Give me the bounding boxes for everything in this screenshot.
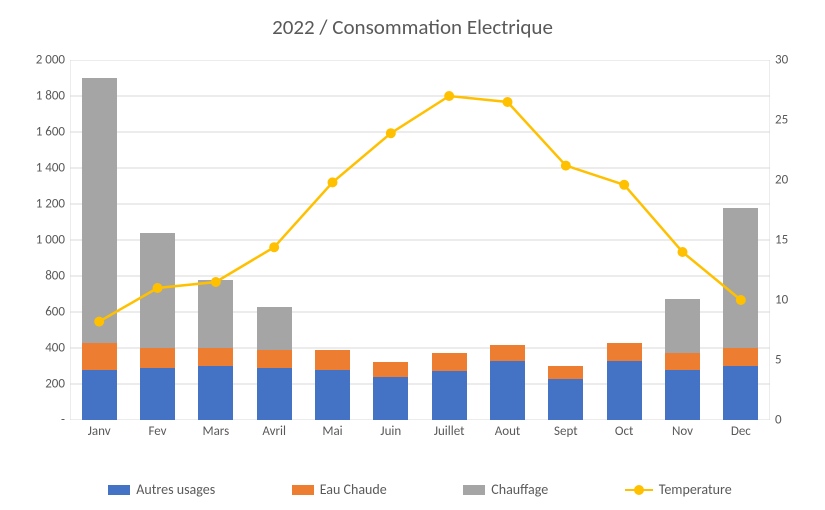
y-left-tick: 1 000 (5, 233, 65, 248)
line-marker (503, 97, 513, 107)
y-left-tick: 1 200 (5, 197, 65, 212)
x-tick: Juin (380, 424, 401, 439)
chart-title: 2022 / Consommation Electrique (0, 0, 825, 46)
line-marker (736, 295, 746, 305)
x-tick: Mai (322, 424, 342, 439)
legend: Autres usages Eau Chaude Chauffage Temperat… (70, 481, 770, 498)
temperature-markers (94, 91, 746, 327)
y-right-tick: 15 (775, 233, 815, 248)
line-marker (153, 283, 163, 293)
legend-label: Temperature (659, 481, 732, 498)
y-left-tick: 400 (5, 341, 65, 356)
y-left-tick: 2 000 (5, 53, 65, 68)
legend-swatch (292, 485, 314, 495)
y-right-tick: 0 (775, 413, 815, 428)
y-left-tick: 200 (5, 377, 65, 392)
legend-label: Autres usages (136, 481, 215, 498)
line-marker (94, 317, 104, 327)
legend-item: Chauffage (463, 481, 548, 498)
line-marker (211, 277, 221, 287)
legend-item: Temperature (625, 481, 732, 498)
legend-label: Eau Chaude (320, 481, 387, 498)
line-marker (269, 242, 279, 252)
y-right-tick: 10 (775, 293, 815, 308)
y-left-tick: 800 (5, 269, 65, 284)
y-right-tick: 5 (775, 353, 815, 368)
x-tick: Sept (554, 424, 578, 439)
line-marker (328, 177, 338, 187)
legend-label: Chauffage (491, 481, 548, 498)
legend-line-swatch (625, 483, 653, 497)
legend-swatch (108, 485, 130, 495)
x-tick: Mars (202, 424, 229, 439)
legend-swatch (463, 485, 485, 495)
y-right-tick: 20 (775, 173, 815, 188)
chart-container: 2022 / Consommation Electrique -20040060… (0, 0, 825, 510)
y-left-tick: 1 800 (5, 89, 65, 104)
line-marker (619, 180, 629, 190)
line-marker (386, 128, 396, 138)
x-tick: Fev (148, 424, 166, 439)
y-left-tick: - (5, 413, 65, 428)
temperature-line (99, 96, 741, 322)
y-left-tick: 1 600 (5, 125, 65, 140)
line-marker (444, 91, 454, 101)
legend-item: Eau Chaude (292, 481, 387, 498)
line-layer (70, 60, 770, 420)
x-tick: Nov (672, 424, 693, 439)
y-right-tick: 25 (775, 113, 815, 128)
line-marker (678, 247, 688, 257)
plot-area (70, 60, 770, 420)
x-tick: Aout (495, 424, 521, 439)
y-left-tick: 1 400 (5, 161, 65, 176)
x-tick: Dec (731, 424, 751, 439)
x-tick: Janv (88, 424, 111, 439)
x-tick: Oct (615, 424, 633, 439)
x-tick: Avril (262, 424, 286, 439)
legend-item: Autres usages (108, 481, 215, 498)
y-right-tick: 30 (775, 53, 815, 68)
y-left-tick: 600 (5, 305, 65, 320)
line-marker (561, 161, 571, 171)
x-tick: Juillet (434, 424, 465, 439)
